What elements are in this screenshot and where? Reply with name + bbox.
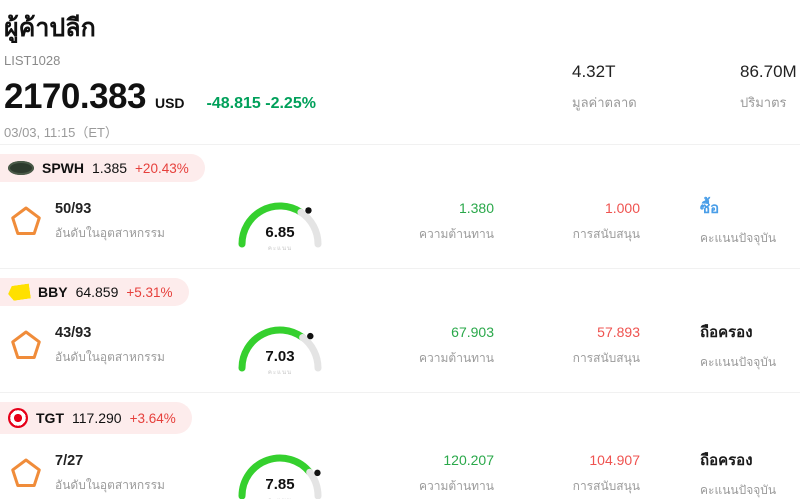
ticker-change: +20.43% xyxy=(135,160,189,176)
support-label: การสนับสนุน xyxy=(572,351,640,365)
header: ผู้ค้าปลีก LIST1028 2170.383 USD -48.815… xyxy=(0,0,800,144)
industry-badge-icon xyxy=(8,456,44,492)
spwh-logo-icon xyxy=(8,161,34,175)
support-label: การสนับสนุน xyxy=(572,227,640,241)
action-rating[interactable]: ถือครอง xyxy=(700,324,753,341)
current-score-label: คะแนนปัจจุบัน xyxy=(700,355,777,369)
action-block: ซื้อ คะแนนปัจจุบัน xyxy=(700,196,792,248)
stock-row-spwh: SPWH 1.385 +20.43% 50/93 อันดับในอุตสาหก… xyxy=(0,144,800,268)
support-value: 1.000 xyxy=(604,200,640,216)
svg-text:7.03: 7.03 xyxy=(265,348,294,365)
industry-rank-label: อันดับในอุตสาหกรรม xyxy=(55,478,165,492)
resistance-label: ความต้านทาน xyxy=(419,351,494,365)
support-value: 104.907 xyxy=(589,452,640,468)
industry-rank: 43/93 xyxy=(55,325,92,341)
resistance-value: 67.903 xyxy=(451,324,494,340)
price-line: 2170.383 USD -48.815 -2.25% xyxy=(4,77,800,117)
index-price: 2170.383 xyxy=(4,77,146,116)
current-score-label: คะแนนปัจจุบัน xyxy=(700,231,777,245)
ticker-symbol: SPWH xyxy=(42,160,84,176)
stock-row-tgt: TGT 117.290 +3.64% 7/27 อันดับในอุตสาหกร… xyxy=(0,392,800,499)
action-block: ถือครอง คะแนนปัจจุบัน xyxy=(700,448,792,499)
ticker-pill-spwh[interactable]: SPWH 1.385 +20.43% xyxy=(0,154,205,182)
market-cap-stat: 4.32T มูลค่าตลาด xyxy=(572,62,637,113)
support-label: การสนับสนุน xyxy=(572,479,640,493)
ticker-change: +3.64% xyxy=(129,410,176,426)
index-change: -48.815 -2.25% xyxy=(206,95,316,112)
page-title: ผู้ค้าปลีก xyxy=(4,14,96,42)
support-block: 1.000 การสนับสนุน xyxy=(494,200,640,244)
current-score-label: คะแนนปัจจุบัน xyxy=(700,483,777,497)
list-id: LIST1028 xyxy=(4,53,61,68)
resistance-value: 120.207 xyxy=(443,452,494,468)
row-content: 50/93 อันดับในอุตสาหกรรม 6.85 คะแนน 1.380… xyxy=(0,182,800,254)
resistance-label: ความต้านทาน xyxy=(419,227,494,241)
market-cap-label: มูลค่าตลาด xyxy=(572,95,637,110)
industry-rank-label: อันดับในอุตสาหกรรม xyxy=(55,350,165,364)
ticker-symbol: BBY xyxy=(38,284,68,300)
score-gauge: 6.85 คะแนน xyxy=(230,190,334,254)
industry-badge-icon xyxy=(8,328,44,364)
ticker-change: +5.31% xyxy=(126,284,173,300)
ticker-symbol: TGT xyxy=(36,410,64,426)
resistance-block: 1.380 ความต้านทาน xyxy=(334,200,494,244)
bby-logo-icon xyxy=(7,283,31,301)
resistance-block: 120.207 ความต้านทาน xyxy=(334,452,494,496)
support-value: 57.893 xyxy=(597,324,640,340)
resistance-label: ความต้านทาน xyxy=(419,479,494,493)
svg-text:คะแนน: คะแนน xyxy=(268,246,292,252)
ticker-pill-tgt[interactable]: TGT 117.290 +3.64% xyxy=(0,402,192,434)
market-cap-value: 4.32T xyxy=(572,62,616,81)
currency-label: USD xyxy=(154,95,185,111)
volume-value: 86.70M xyxy=(740,62,797,81)
industry-badge-icon xyxy=(8,204,44,240)
rank-block: 7/27 อันดับในอุตสาหกรรม xyxy=(8,453,230,495)
svg-text:6.85: 6.85 xyxy=(265,224,294,241)
ticker-price: 64.859 xyxy=(75,284,119,300)
svg-text:คะแนน: คะแนน xyxy=(268,370,292,376)
ticker-price: 1.385 xyxy=(92,160,128,176)
rank-block: 50/93 อันดับในอุตสาหกรรม xyxy=(8,201,230,243)
stock-row-bby: BBY 64.859 +5.31% 43/93 อันดับในอุตสาหกร… xyxy=(0,268,800,392)
quote-datetime: 03/03, 11:15（ET） xyxy=(4,125,118,140)
ticker-price: 117.290 xyxy=(72,410,122,426)
support-block: 104.907 การสนับสนุน xyxy=(494,452,640,496)
industry-rank: 50/93 xyxy=(55,201,92,217)
action-rating[interactable]: ซื้อ xyxy=(700,200,720,217)
resistance-block: 67.903 ความต้านทาน xyxy=(334,324,494,368)
tgt-logo-icon xyxy=(8,408,28,428)
support-block: 57.893 การสนับสนุน xyxy=(494,324,640,368)
action-rating[interactable]: ถือครอง xyxy=(700,452,753,469)
resistance-value: 1.380 xyxy=(458,200,494,216)
volume-label: ปริมาตร xyxy=(740,95,787,110)
svg-text:7.85: 7.85 xyxy=(265,476,294,493)
industry-rank-label: อันดับในอุตสาหกรรม xyxy=(55,226,165,240)
action-block: ถือครอง คะแนนปัจจุบัน xyxy=(700,320,792,372)
score-gauge: 7.03 คะแนน xyxy=(230,314,334,378)
rank-block: 43/93 อันดับในอุตสาหกรรม xyxy=(8,325,230,367)
industry-rank: 7/27 xyxy=(55,453,84,469)
row-content: 43/93 อันดับในอุตสาหกรรม 7.03 คะแนน 67.90… xyxy=(0,306,800,378)
volume-stat: 86.70M ปริมาตร xyxy=(740,62,797,113)
ticker-pill-bby[interactable]: BBY 64.859 +5.31% xyxy=(0,278,189,306)
